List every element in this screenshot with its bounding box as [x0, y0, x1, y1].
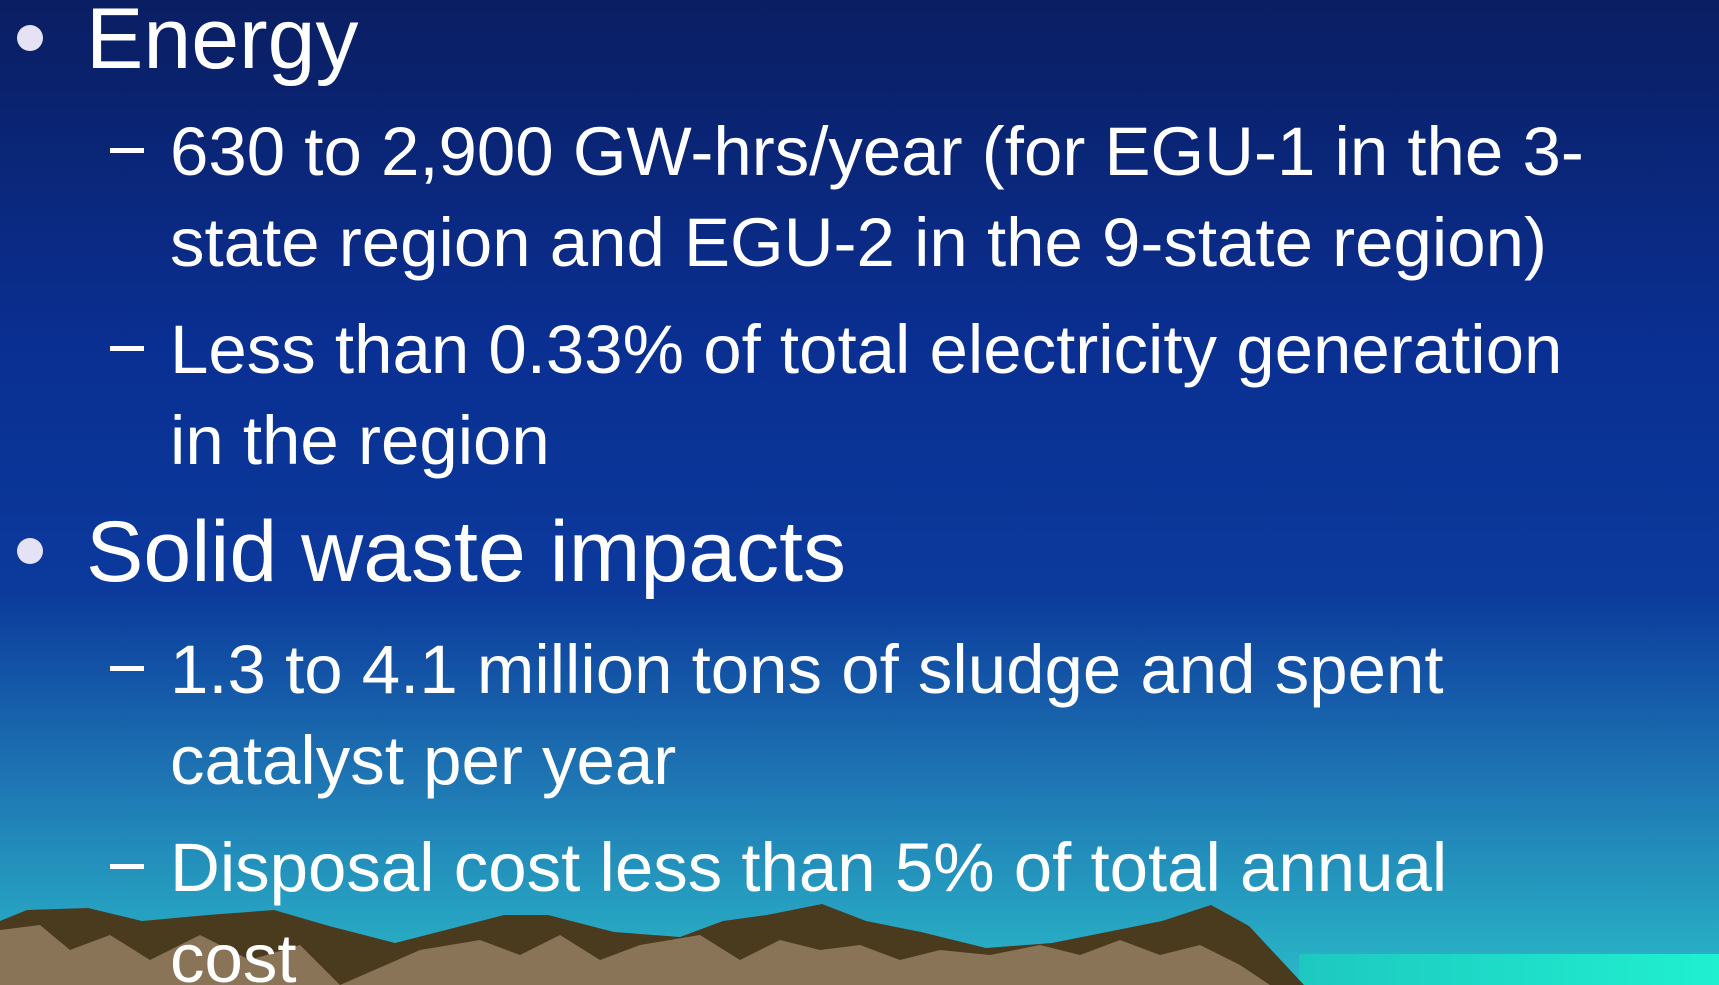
sub-dash — [110, 346, 144, 351]
sub-text: state region and EGU-2 in the 9-state re… — [170, 204, 1547, 281]
sub-text: cost — [170, 920, 297, 985]
sub-text: catalyst per year — [170, 722, 676, 799]
bullet-text: Energy — [86, 0, 359, 87]
sub-dash — [110, 148, 144, 153]
bullet-dot — [17, 538, 43, 564]
bullet-dot — [17, 25, 43, 51]
sub-dash — [110, 666, 144, 671]
sub-text: Less than 0.33% of total electricity gen… — [170, 311, 1562, 388]
page: Energy 630 to 2,900 GW-hrs/year (for EGU-… — [0, 0, 1719, 985]
sub-dash — [110, 864, 144, 869]
sub-text: in the region — [170, 402, 550, 479]
sub-text: Disposal cost less than 5% of total annu… — [170, 829, 1447, 906]
bullet-text: Solid waste impacts — [86, 504, 846, 600]
accent-bar — [1299, 954, 1719, 985]
sub-text: 1.3 to 4.1 million tons of sludge and sp… — [170, 631, 1444, 708]
sub-text: 630 to 2,900 GW-hrs/year (for EGU-1 in t… — [170, 113, 1584, 190]
slide: Energy 630 to 2,900 GW-hrs/year (for EGU-… — [0, 0, 1719, 985]
